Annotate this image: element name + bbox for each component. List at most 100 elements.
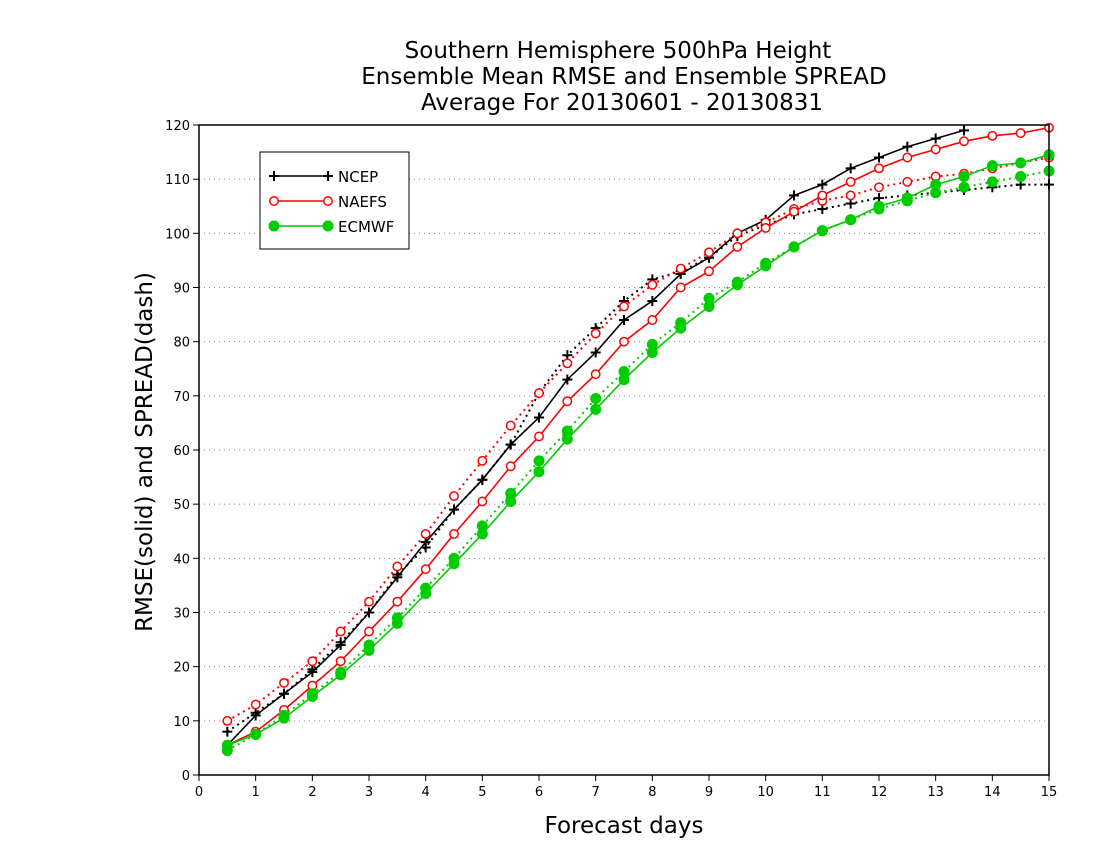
- data-point-ecmwf-rmse: [221, 739, 233, 751]
- data-point-naefs-spread: [222, 715, 233, 726]
- chart-title-line-2: Ensemble Mean RMSE and Ensemble SPREAD: [361, 64, 886, 90]
- x-tick-label: 9: [705, 785, 713, 800]
- legend-label: ECMWF: [338, 218, 394, 236]
- data-point-naefs-rmse: [704, 266, 714, 277]
- data-point-naefs-rmse: [505, 461, 516, 472]
- gridlines: [199, 178, 1049, 722]
- data-point-ncep-rmse: [902, 141, 913, 152]
- data-point-ecmwf-spread: [590, 393, 602, 405]
- data-point-ecmwf-rmse: [1015, 157, 1027, 169]
- x-tick-label: 0: [195, 785, 203, 800]
- x-tick-label: 8: [648, 785, 656, 800]
- data-point-ncep-rmse: [619, 315, 629, 325]
- data-point-ncep-rmse: [335, 640, 346, 650]
- data-point-ecmwf-rmse: [731, 279, 743, 291]
- legend-entry-ecmwf: ECMWF: [268, 218, 394, 236]
- data-point-ecmwf-rmse: [363, 644, 375, 656]
- x-tick-label: 11: [814, 785, 831, 800]
- data-point-naefs-spread: [675, 263, 686, 274]
- data-point-naefs-spread: [647, 279, 658, 290]
- chart-title: Southern Hemisphere 500hPa Height Ensemb…: [361, 38, 886, 116]
- data-point-naefs-rmse: [732, 241, 743, 252]
- data-point-naefs-spread: [364, 596, 374, 607]
- data-point-ecmwf-rmse: [816, 225, 828, 237]
- data-point-ecmwf-rmse: [618, 374, 630, 386]
- data-point-naefs-rmse: [987, 130, 998, 141]
- data-point-naefs-spread: [307, 656, 318, 667]
- data-point-ecmwf-rmse: [646, 347, 658, 358]
- y-tick-label: 50: [173, 498, 190, 513]
- data-point-naefs-spread: [335, 626, 346, 637]
- data-point-naefs-spread: [477, 455, 488, 466]
- y-tick-label: 100: [165, 227, 190, 242]
- data-point-ecmwf-rmse: [250, 728, 262, 740]
- data-point-ncep-rmse: [874, 152, 884, 163]
- y-axis-label: RMSE(solid) and SPREAD(dash): [132, 272, 158, 632]
- x-tick-label: 13: [927, 785, 944, 800]
- data-point-ncep-rmse: [789, 190, 799, 201]
- data-point-ncep-rmse: [930, 133, 941, 144]
- y-axis: 0 10 20 30 40 50 60 70 80 90 100 110 120: [165, 119, 199, 784]
- x-tick-label: 5: [478, 785, 486, 800]
- data-point-ecmwf-rmse: [986, 160, 998, 172]
- data-point-ecmwf-rmse: [335, 669, 347, 681]
- data-point-ncep-rmse: [845, 163, 856, 174]
- data-point-naefs-rmse: [874, 163, 884, 174]
- data-point-ecmwf-rmse: [901, 192, 913, 204]
- series-ncep: [222, 125, 1054, 751]
- x-tick-label: 12: [871, 785, 888, 800]
- data-point-ecmwf-rmse: [788, 241, 800, 253]
- data-point-ncep-rmse: [562, 374, 573, 385]
- data-point-naefs-rmse: [477, 496, 488, 507]
- data-point-naefs-spread: [732, 228, 743, 239]
- data-point-naefs-rmse: [1015, 128, 1026, 139]
- legend-marker: [322, 220, 334, 232]
- data-point-ncep-rmse: [477, 474, 488, 485]
- data-point-ecmwf-rmse: [420, 588, 432, 600]
- data-point-ncep-rmse: [449, 504, 459, 515]
- data-point-naefs-spread: [392, 561, 403, 572]
- data-point-naefs-rmse: [760, 222, 771, 233]
- data-point-naefs-rmse: [449, 529, 459, 539]
- plot-frame: [198, 124, 1050, 776]
- data-point-ecmwf-rmse: [675, 322, 687, 334]
- y-tick-label: 110: [165, 173, 190, 188]
- data-point-ncep-rmse: [364, 607, 374, 618]
- data-point-ecmwf-rmse: [533, 466, 545, 478]
- x-tick-label: 3: [365, 785, 373, 800]
- data-point-naefs-spread: [902, 176, 913, 187]
- x-tick-label: 10: [757, 785, 774, 800]
- legend-marker: [269, 171, 279, 181]
- data-point-naefs-rmse: [902, 152, 913, 163]
- data-point-naefs-spread: [562, 358, 573, 369]
- data-point-naefs-spread: [590, 328, 601, 339]
- data-point-ncep-rmse: [250, 710, 261, 721]
- y-tick-label: 60: [173, 444, 190, 459]
- data-point-naefs-rmse: [959, 136, 969, 147]
- legend-marker: [268, 220, 280, 232]
- x-tick-label: 14: [984, 785, 1001, 800]
- y-tick-label: 80: [173, 336, 190, 351]
- x-axis: 0 1 2 3 4 5 6 7 8 9 10 11 12 13 14 15: [195, 775, 1057, 800]
- x-tick-label: 2: [308, 785, 316, 800]
- data-point-naefs-rmse: [534, 431, 544, 442]
- series-ecmwf-spread-line: [226, 170, 1050, 752]
- data-point-ncep-rmse: [534, 412, 544, 423]
- data-point-ecmwf-spread: [1015, 170, 1027, 182]
- data-point-naefs-spread: [420, 529, 431, 539]
- data-point-ecmwf-spread: [986, 176, 998, 188]
- legend: NCEP NAEFS ECMWF: [259, 151, 410, 250]
- y-tick-label: 30: [173, 607, 190, 622]
- x-axis-label: Forecast days: [545, 813, 704, 839]
- data-point-ncep-rmse: [307, 667, 318, 678]
- data-point-ecmwf-rmse: [391, 617, 403, 629]
- data-point-naefs-rmse: [335, 656, 346, 667]
- data-point-naefs-spread: [704, 247, 714, 258]
- data-point-ecmwf-rmse: [845, 214, 857, 226]
- y-tick-label: 70: [173, 390, 190, 405]
- legend-marker: [323, 171, 333, 181]
- data-point-naefs-spread: [874, 182, 884, 193]
- data-point-naefs-rmse: [392, 596, 403, 607]
- data-point-ncep-spread: [222, 726, 233, 737]
- y-tick-label: 10: [173, 715, 190, 730]
